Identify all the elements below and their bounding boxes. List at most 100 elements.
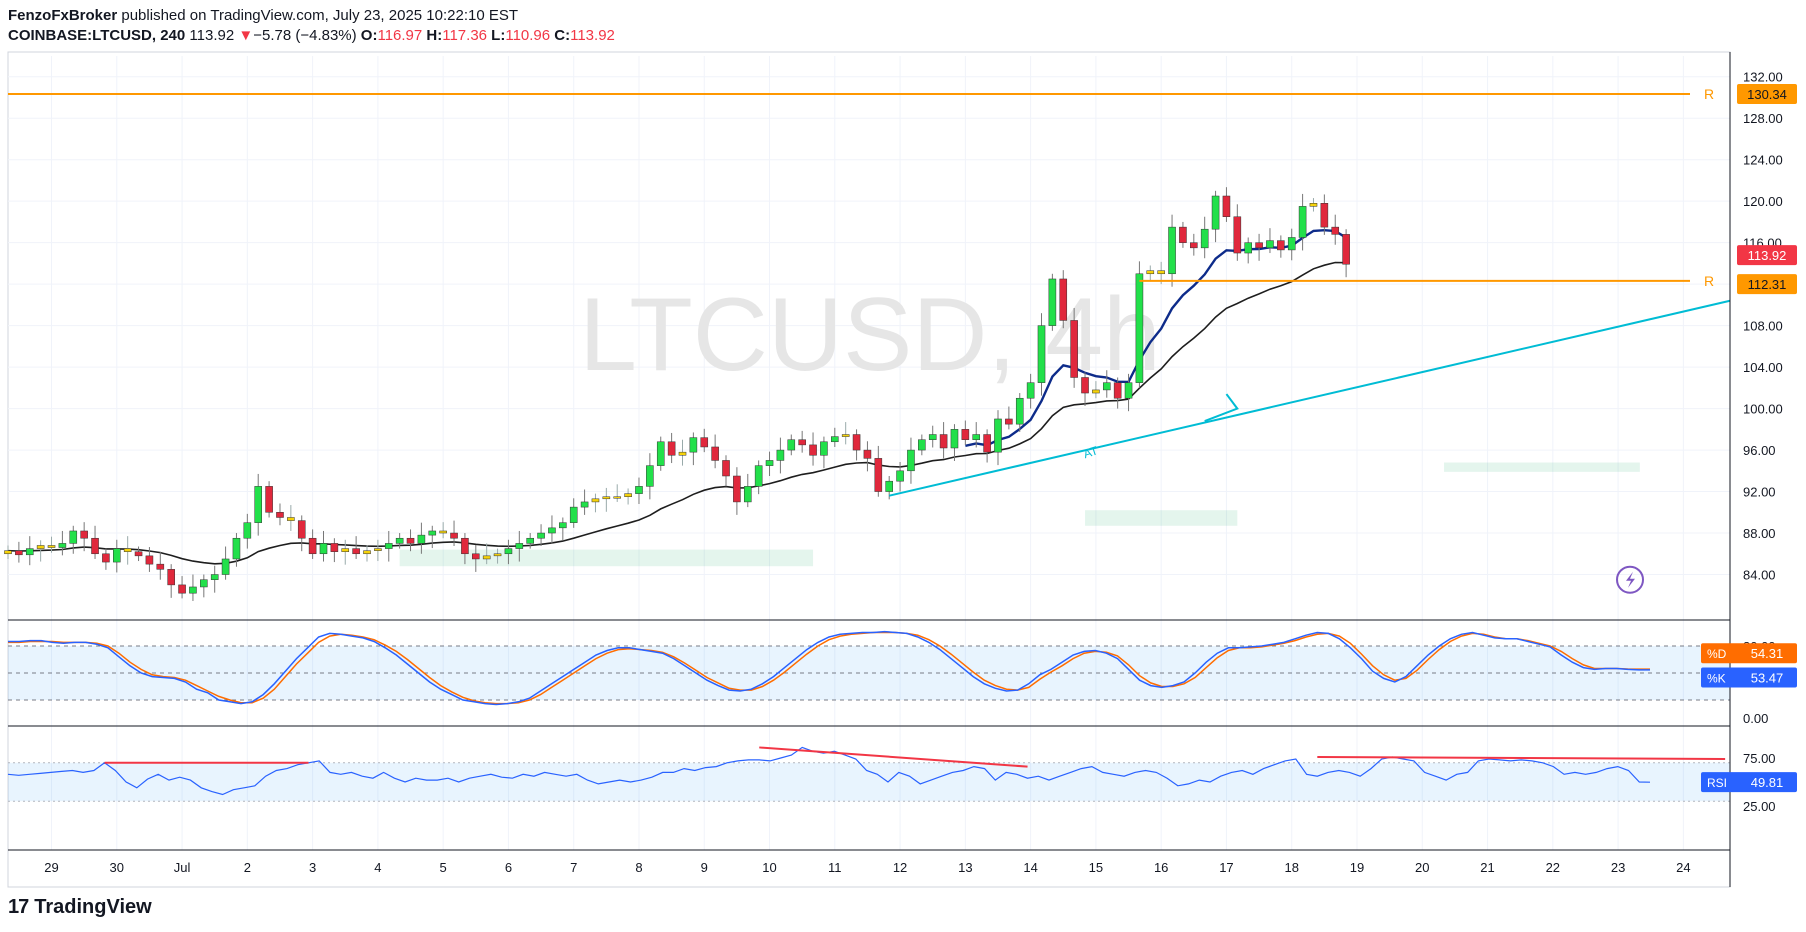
candle-body	[646, 465, 654, 487]
time-tick-label: 10	[762, 860, 776, 875]
candle-body	[47, 545, 56, 548]
resistance-tag	[1737, 83, 1797, 104]
rsi-tag-value: 49.81	[1751, 775, 1784, 790]
stoch-d-line	[8, 631, 1650, 705]
time-tick-label: 7	[570, 860, 577, 875]
resistance-tag-text: 112.31	[1748, 277, 1787, 292]
candle-body	[950, 429, 959, 449]
candle-body	[1222, 195, 1231, 217]
candle-body	[254, 486, 263, 523]
candle-body	[200, 579, 208, 588]
candle-body	[983, 434, 991, 453]
candle-body	[297, 520, 306, 539]
candle-body	[1309, 203, 1318, 207]
candle-body	[1287, 237, 1296, 251]
time-tick-label: 30	[110, 860, 124, 875]
candle-body	[809, 444, 817, 456]
candle-body	[656, 441, 665, 466]
candle-body	[352, 548, 360, 555]
candle-body	[776, 449, 785, 461]
stochastic-pane[interactable]	[8, 630, 1730, 706]
candle-body	[580, 501, 589, 508]
candle-body	[232, 537, 241, 560]
arrow-icon	[1204, 393, 1239, 422]
candle-body	[1331, 226, 1340, 235]
candle-body	[189, 586, 197, 594]
rsi-tick-label: 25.00	[1743, 799, 1776, 814]
time-tick-label: 13	[958, 860, 972, 875]
candle-body	[667, 441, 676, 456]
candle-body	[885, 480, 893, 492]
candle-body	[123, 548, 132, 552]
brand-name: TradingView	[34, 896, 152, 918]
candle-body	[722, 460, 730, 477]
candle-body	[613, 496, 622, 499]
rsi-band	[8, 762, 1730, 802]
candle-body	[939, 434, 948, 449]
time-tick-label: 20	[1415, 860, 1429, 875]
candle-body	[461, 537, 469, 555]
time-tick-label: 11	[828, 860, 842, 875]
rsi-pane[interactable]	[7, 746, 1730, 802]
candle-body	[178, 584, 186, 594]
high-label: H:	[426, 27, 443, 44]
candle-body	[439, 530, 447, 534]
time-tick-label: 22	[1546, 860, 1560, 875]
rsi-tag	[1701, 772, 1797, 793]
price-tick-label: 132.00	[1743, 70, 1783, 85]
candle-body	[417, 534, 426, 544]
time-tick-label: 21	[1480, 860, 1494, 875]
candle-body	[1124, 382, 1133, 399]
time-tick-label: 4	[374, 860, 381, 875]
candle-body	[156, 563, 165, 570]
price-tick-label: 104.00	[1743, 360, 1783, 375]
close-value: 113.92	[570, 27, 615, 44]
grid	[8, 56, 1730, 851]
time-tick-label: Jul	[174, 860, 191, 875]
candle-body	[1092, 389, 1100, 394]
symbol[interactable]: COINBASE:LTCUSD, 240	[8, 27, 186, 44]
candle-body	[635, 486, 643, 494]
price-tick-label: 88.00	[1743, 526, 1776, 541]
last-price-tag	[1737, 245, 1797, 266]
trendline	[888, 299, 1731, 497]
candle-body	[1255, 242, 1263, 249]
candle-body	[406, 537, 415, 544]
candle-body	[504, 548, 513, 555]
candle-body	[515, 543, 524, 549]
price-change: −5.78 (−4.83%)	[253, 27, 357, 44]
price-tick-label: 96.00	[1743, 443, 1776, 458]
author[interactable]: FenzoFxBroker	[8, 7, 118, 24]
candle-body	[25, 548, 34, 556]
candle-body	[145, 555, 154, 565]
candle-body	[1015, 397, 1024, 425]
candle-body	[1113, 382, 1122, 399]
publish-info: published on TradingView.com, July 23, 2…	[121, 7, 519, 24]
divergence-line	[1317, 756, 1726, 760]
candle-body	[602, 496, 611, 500]
open-label: O:	[360, 27, 378, 44]
candle-body	[1233, 216, 1242, 254]
time-tick-label: 6	[505, 860, 512, 875]
lightning-icon	[1616, 565, 1644, 594]
candle-body	[1277, 240, 1285, 251]
candle-body	[961, 429, 970, 440]
candle-body	[1059, 278, 1068, 321]
high-value: 117.36	[442, 27, 487, 44]
candle-body	[482, 555, 491, 560]
time-tick-label: 16	[1154, 860, 1168, 875]
low-label: L:	[491, 27, 506, 44]
ohlc-line: COINBASE:LTCUSD, 240 113.92 ▼−5.78 (−4.8…	[8, 26, 615, 46]
close-label: C:	[554, 27, 571, 44]
candle-body	[493, 553, 502, 557]
candle-body	[1070, 320, 1078, 378]
candle-body	[1102, 382, 1111, 391]
candle-body	[4, 550, 12, 555]
candle-body	[102, 553, 110, 563]
stoch-d-tag	[1701, 643, 1797, 664]
candle-body	[569, 506, 578, 523]
demand-zone	[1444, 462, 1640, 472]
candle-body	[1135, 273, 1144, 383]
candle-body	[526, 537, 534, 544]
